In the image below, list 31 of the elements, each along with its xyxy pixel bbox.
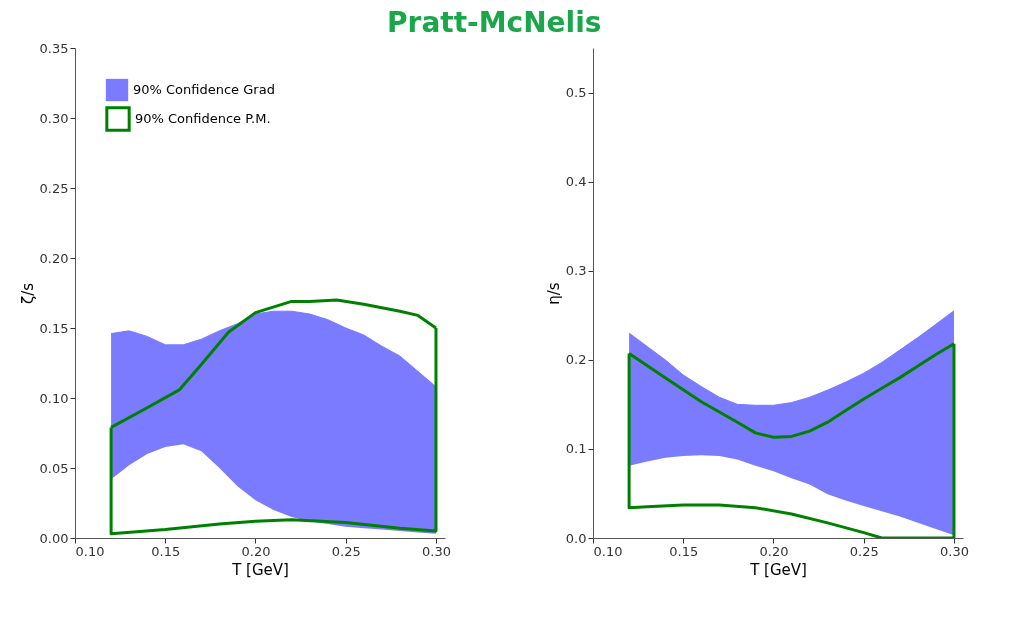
y-tick-label: 0.3 [565, 263, 587, 279]
y-tick-label: 0.00 [39, 530, 69, 546]
y-axis-title: ζ/s [18, 282, 37, 305]
x-tick-label: 0.20 [241, 543, 271, 559]
y-tick-label: 0.4 [565, 174, 587, 190]
x-tick-label: 0.15 [151, 543, 181, 559]
legend-label: 90% Confidence Grad [133, 82, 275, 97]
x-tick-label: 0.10 [75, 543, 105, 559]
x-tick-label: 0.20 [759, 543, 789, 559]
y-tick-label: 0.10 [39, 390, 69, 406]
x-tick-label: 0.10 [593, 543, 623, 559]
x-axis-title: T [GeV] [749, 560, 807, 579]
x-tick-label: 0.30 [940, 543, 969, 559]
x-tick-label: 0.25 [331, 543, 361, 559]
y-axis-title: η/s [544, 282, 563, 305]
legend-label: 90% Confidence P.M. [135, 111, 271, 126]
y-tick-label: 0.25 [39, 180, 69, 196]
y-tick-label: 0.30 [39, 110, 69, 126]
x-tick-label: 0.15 [669, 543, 699, 559]
x-tick-label: 0.30 [422, 543, 451, 559]
y-tick-label: 0.20 [39, 250, 69, 266]
y-tick-label: 0.1 [565, 441, 587, 457]
x-axis-title: T [GeV] [231, 560, 289, 579]
y-tick-label: 0.5 [565, 85, 587, 101]
chart-title: Pratt-McNelis [387, 6, 602, 39]
x-tick-label: 0.25 [849, 543, 879, 559]
y-tick-label: 0.2 [565, 352, 587, 368]
y-tick-label: 0.0 [565, 530, 587, 546]
y-tick-label: 0.35 [39, 40, 69, 56]
y-tick-label: 0.15 [39, 320, 69, 336]
y-tick-label: 0.05 [39, 460, 69, 476]
